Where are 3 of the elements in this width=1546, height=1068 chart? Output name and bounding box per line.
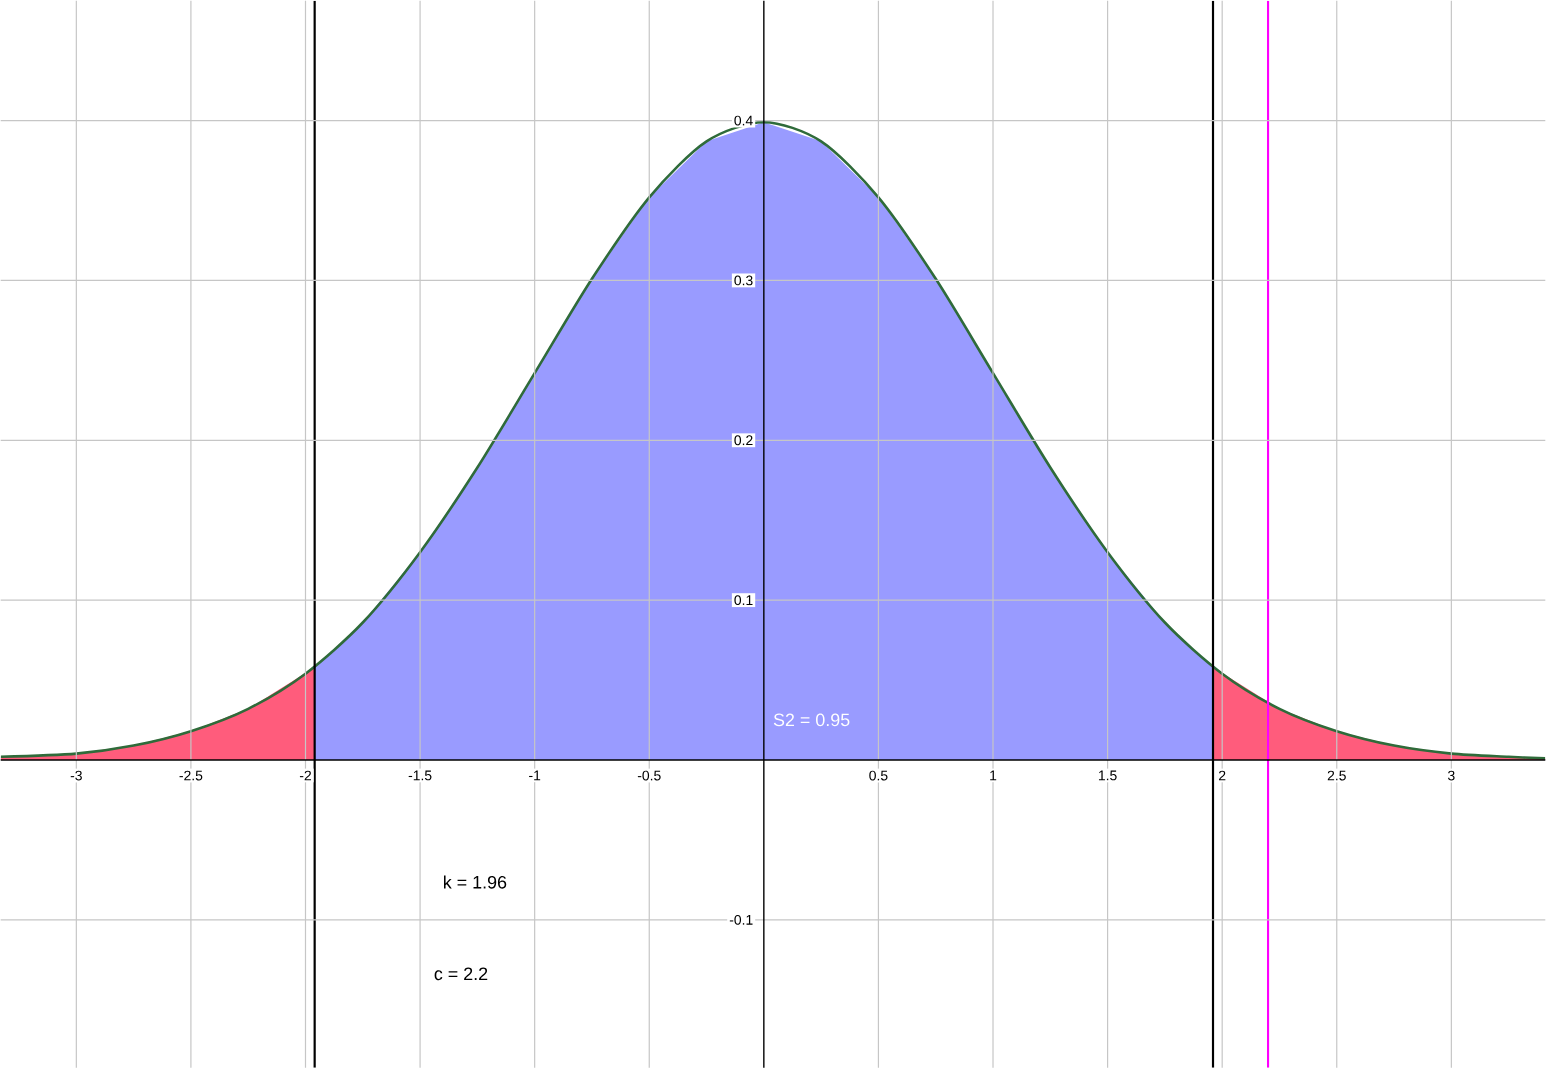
- annotation: S2 = 0.95: [773, 713, 850, 727]
- annotation: c = 2.2: [434, 967, 488, 980]
- annotation: k = 1.96: [444, 875, 507, 889]
